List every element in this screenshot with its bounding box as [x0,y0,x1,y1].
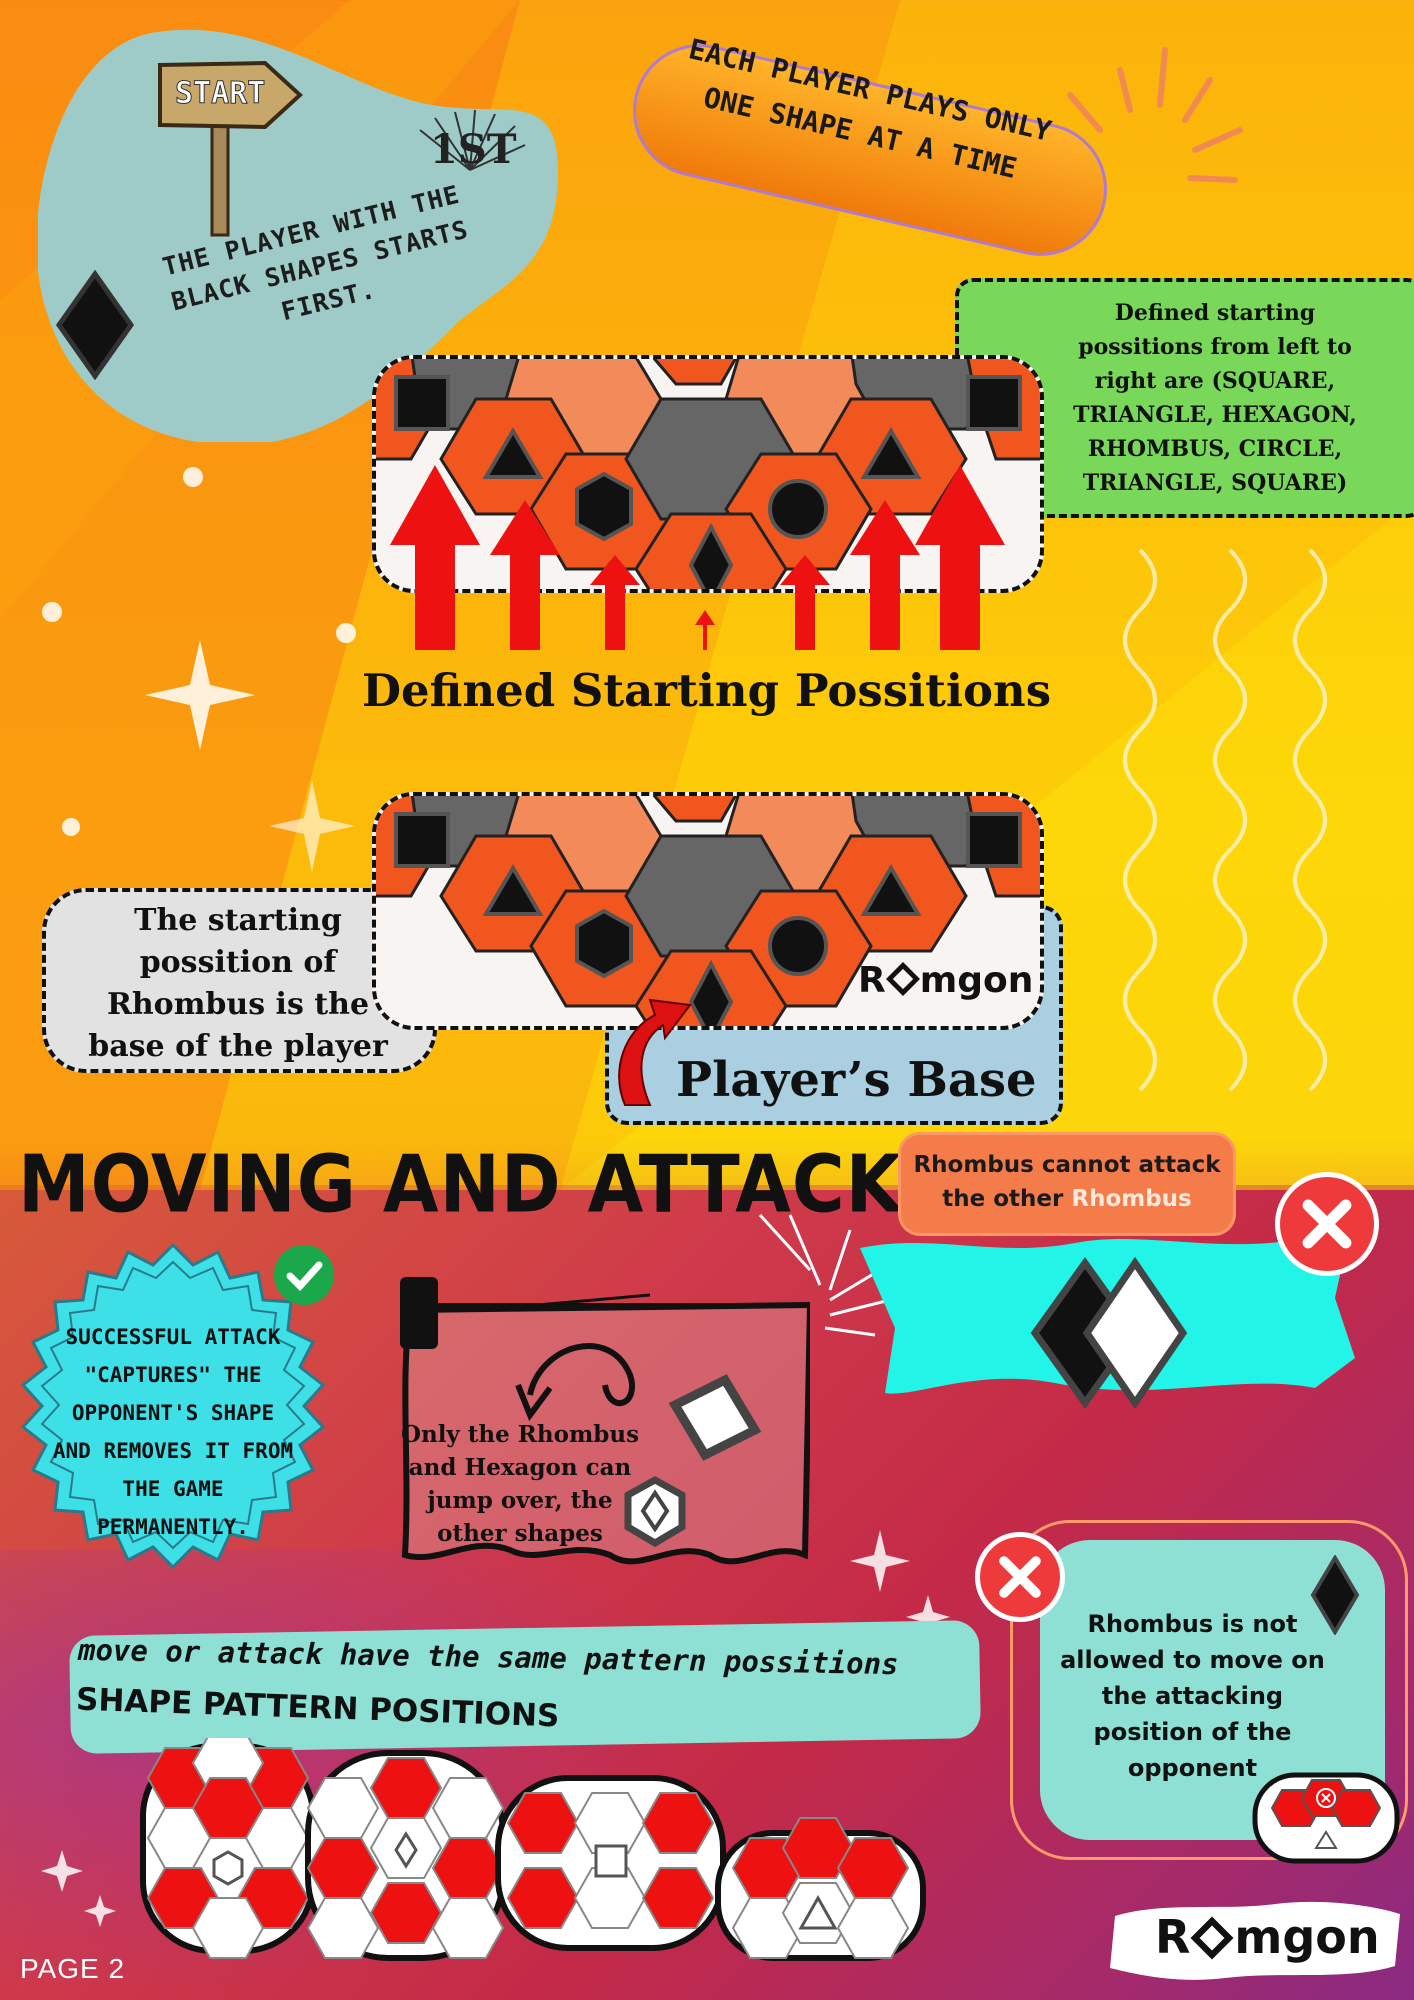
section-title: MOVING AND ATTACKING [18,1137,1052,1231]
logo-rhombus-icon-large [1190,1916,1234,1960]
wrong-icon [1275,1172,1379,1276]
check-icon [274,1245,334,1305]
curved-arrow-icon [618,998,692,1106]
shape-pattern-boards [140,1738,926,1961]
logo-rhombus-icon [885,962,920,996]
small-rhombus-icon [1310,1555,1360,1635]
starting-board [372,355,1044,593]
page-label: PAGE 2 [20,1953,126,1984]
starting-board-hexes [376,359,1040,589]
start-sign-label: START [174,76,266,112]
rhombus-base-note-box [42,888,437,1073]
intro-blob [38,29,558,442]
jump-note: Only the Rhombus and Hexagon can jump ov… [400,1421,640,1547]
first-badge-rays [419,110,526,171]
black-rhombus-icon [55,270,135,380]
capture-seal [20,1242,326,1570]
rhombus-clash-flag [860,1228,1355,1408]
wrong-icon-2 [975,1532,1065,1622]
rhombus-move-ring [1010,1520,1408,1860]
start-sign-icon [158,60,303,237]
rule-pill [632,44,1108,256]
first-badge: 1ST [430,126,517,173]
triangle-pattern-board [715,1817,926,1961]
positions-note: Defined starting possitions from left to… [1073,300,1357,496]
rhombus-rule-box [898,1132,1236,1236]
base-board [372,792,1044,1030]
base-board-hexes [376,796,1040,1026]
logo-brush-background [1110,1901,1400,1980]
jump-scroll [400,1277,810,1565]
rhombus-move-note: Rhombus is not allowed to move on the at… [1060,1610,1325,1782]
rhombus-base-note: The starting possition of Rhombus is the… [88,903,388,1064]
mini-attack-board [1252,1772,1400,1864]
capture-note: SUCCESSFUL ATTACK "CAPTURES" THE OPPONEN… [52,1325,294,1539]
rhombus-pattern-board [305,1750,506,1961]
positions-title: Defined Starting Possitions [362,664,1052,717]
rhombus-rule: Rhombus cannot attack the other Rhombus [913,1152,1221,1212]
square-pattern-board [495,1775,726,1951]
player-base-label: Player’s Base [676,1052,1037,1108]
start-arrows [390,465,1005,650]
hexagon-pattern-board [140,1738,316,1959]
